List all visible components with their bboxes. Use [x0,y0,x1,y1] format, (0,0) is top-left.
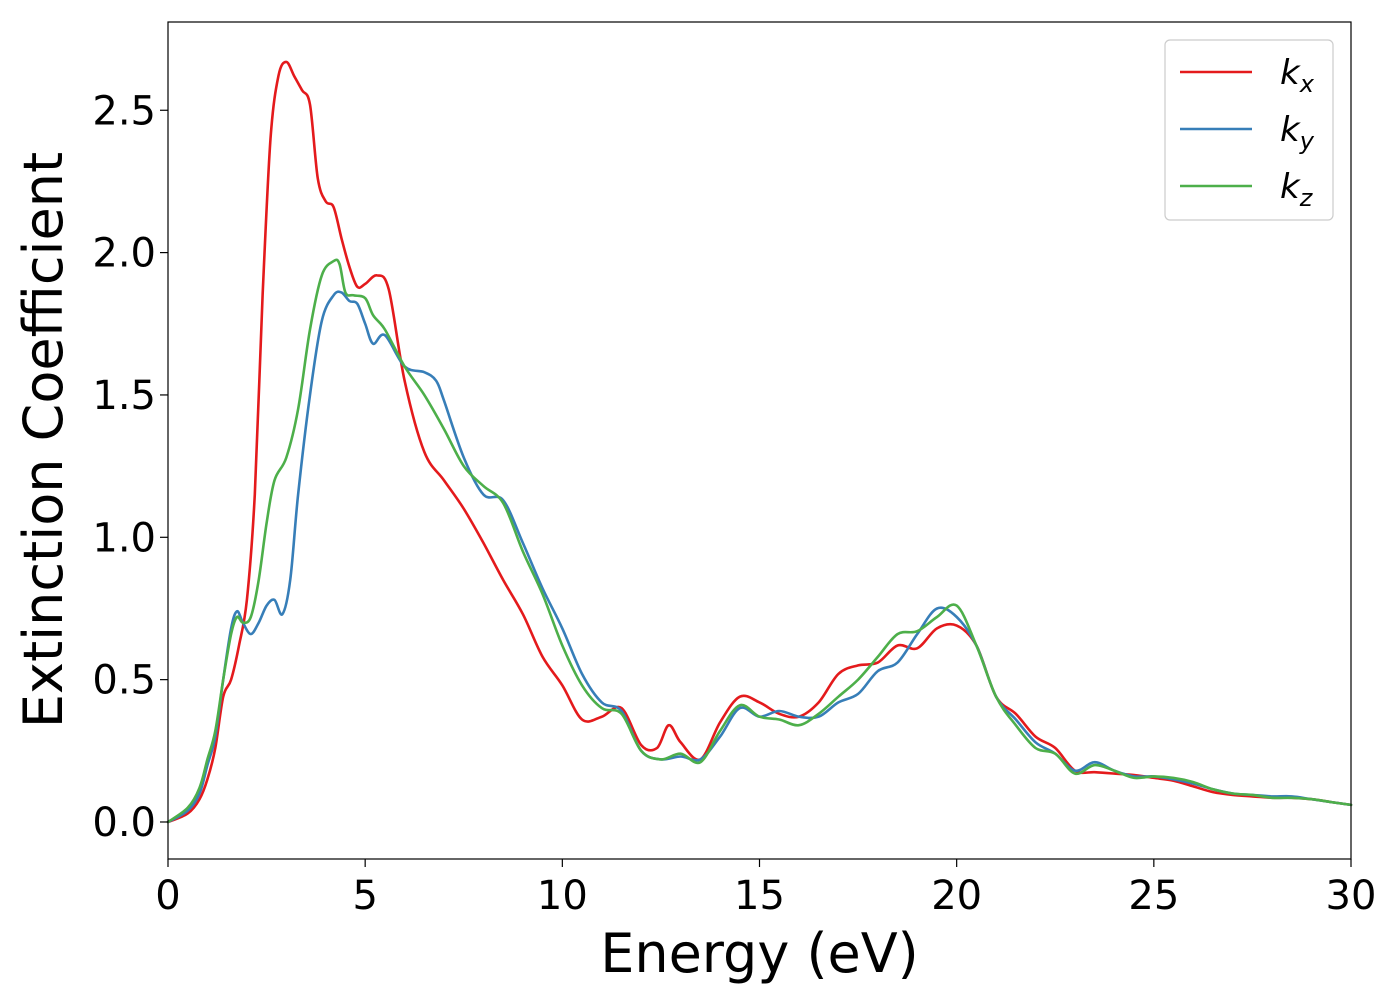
legend-label-x: kx [1280,53,1315,98]
x-axis-title: Energy (eV) [600,922,919,985]
y-tick-label: 2.0 [92,231,156,277]
x-tick-label: 5 [352,873,377,919]
legend-label-subscript: z [1299,184,1314,212]
x-tick-label: 15 [734,873,785,919]
y-axis-title: Extinction Coefficient [12,152,75,728]
y-tick-label: 1.0 [92,515,156,561]
legend-label-subscript: y [1299,127,1315,155]
y-tick-label: 0.0 [92,800,156,846]
axis-ticks: 0 5 10 15 20 25 30 0.0 0.5 1.0 1.5 2.0 2.5 [92,88,1376,919]
plot-frame [167,21,1352,860]
legend-label-z: kz [1280,167,1314,212]
y-tick-label: 0.5 [92,658,156,704]
y-tick-label: 2.5 [92,88,156,134]
series-line-z [166,258,1353,824]
x-tick-label: 0 [155,873,180,919]
x-tick-label: 30 [1326,873,1377,919]
x-tick-label: 20 [931,873,982,919]
x-tick-label: 10 [537,873,588,919]
legend-label-subscript: x [1299,70,1315,98]
legend-label-y: ky [1280,110,1315,155]
plot-lines [166,60,1353,824]
legend-label-base: k [1280,110,1301,150]
legend-label-base: k [1280,167,1301,207]
series-line-y [166,290,1353,824]
x-tick-label: 25 [1128,873,1179,919]
legend-label-base: k [1280,53,1301,93]
y-tick-label: 1.5 [92,373,156,419]
